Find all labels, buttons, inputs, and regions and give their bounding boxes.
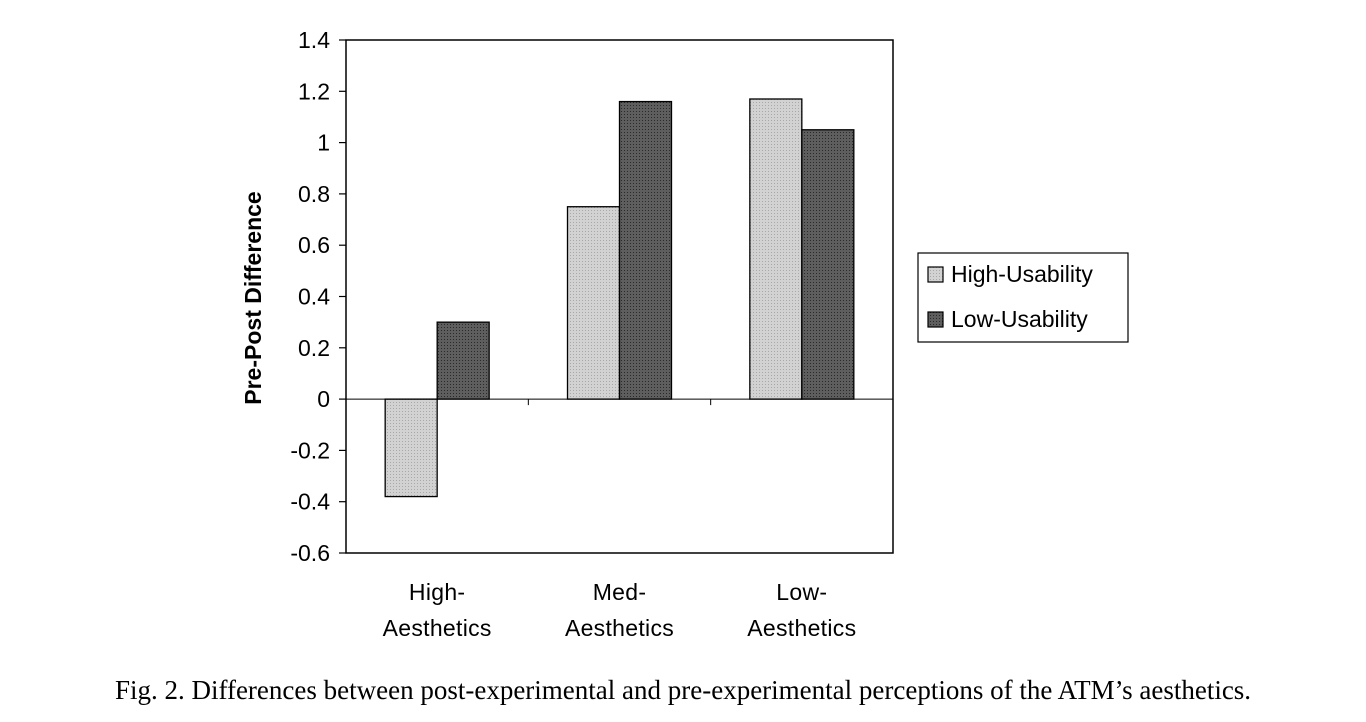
y-tick-label: 0.6 — [298, 232, 330, 258]
legend-label-high-usability: High-Usability — [951, 261, 1093, 287]
category-labels: High- Aesthetics Med- Aesthetics Low- Aesthet… — [383, 579, 856, 641]
category-label-line2: Aesthetics — [747, 615, 856, 641]
bar-high-usability — [749, 98, 803, 400]
y-tick-label: 0.8 — [298, 181, 330, 207]
bar-low-usability — [436, 321, 490, 400]
legend-frame — [917, 252, 1129, 343]
bar-low-usability — [801, 129, 855, 400]
y-tick-label: 0.2 — [298, 335, 330, 361]
y-axis-title: Pre-Post Difference — [240, 191, 266, 404]
y-axis: -0.6 -0.4 -0.2 0 0.2 0.4 0.6 0.8 1 1.2 1.4 — [290, 27, 346, 566]
chart: -0.6 -0.4 -0.2 0 0.2 0.4 0.6 0.8 1 1.2 1.4 High- Ae… — [240, 27, 1129, 641]
y-tick-label: 1 — [317, 130, 330, 156]
category-label-line1: Low- — [776, 579, 827, 605]
y-tick-label: -0.2 — [290, 437, 330, 463]
bar-high-usability — [566, 206, 621, 400]
y-tick-label: 1.4 — [298, 27, 330, 53]
y-tick-label: -0.6 — [290, 540, 330, 566]
y-tick-label: 0 — [317, 386, 330, 412]
bar-low-usability — [618, 100, 673, 400]
x-axis — [527, 399, 712, 406]
legend-swatch-low-usability — [927, 311, 944, 328]
category-label-line2: Aesthetics — [565, 615, 674, 641]
y-tick-label: 1.2 — [298, 78, 330, 104]
legend: High-Usability Low-Usability — [917, 252, 1129, 343]
legend-label-low-usability: Low-Usability — [951, 306, 1088, 332]
category-label-line2: Aesthetics — [383, 615, 492, 641]
category-label-line1: Med- — [593, 579, 647, 605]
bar-high-usability — [384, 398, 438, 498]
figure-caption: Fig. 2. Differences between post-experim… — [114, 675, 1252, 705]
y-tick-label: 0.4 — [298, 284, 330, 310]
bars — [384, 98, 855, 498]
y-tick-label: -0.4 — [290, 489, 330, 515]
legend-swatch-high-usability — [927, 266, 944, 283]
category-label-line1: High- — [409, 579, 465, 605]
